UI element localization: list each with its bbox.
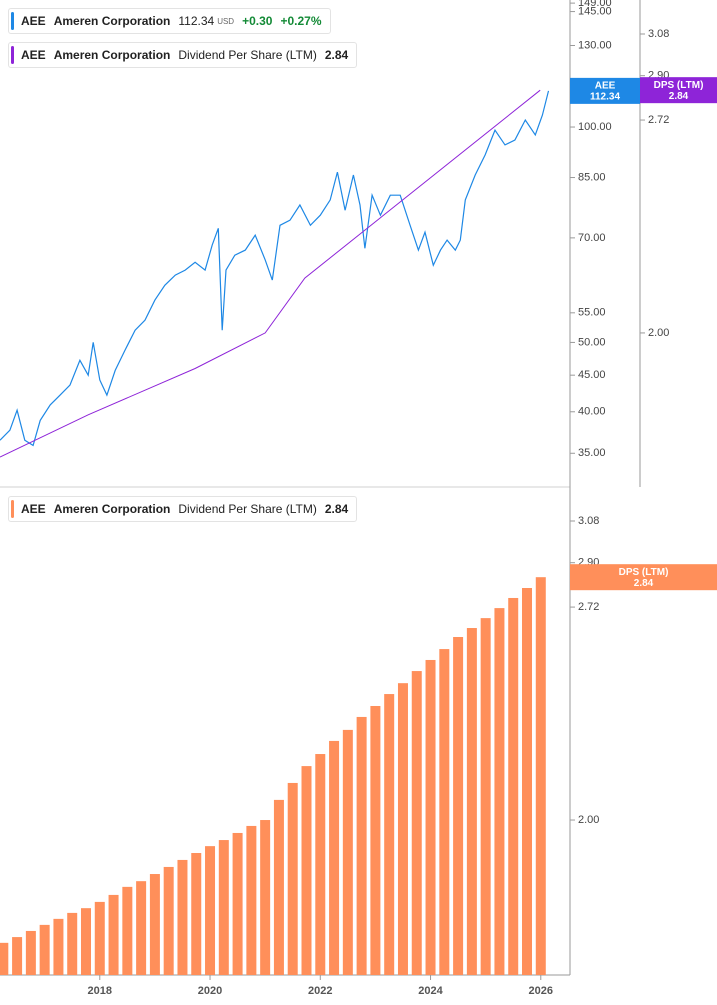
y-tick-label: 40.00 <box>578 406 606 418</box>
legend-change-pct: +0.27% <box>280 14 322 28</box>
bar <box>218 840 229 975</box>
bar <box>0 942 9 975</box>
bar <box>163 866 174 975</box>
x-tick-label: 2020 <box>198 985 222 997</box>
bar <box>315 754 326 975</box>
y-tick-label: 50.00 <box>578 336 606 348</box>
legend-name: Dividend Per Share (LTM) <box>178 48 317 62</box>
x-tick-label: 2018 <box>88 985 112 997</box>
y-tick-label: 145.00 <box>578 5 612 17</box>
bar <box>122 886 133 975</box>
legend-change: +0.30 <box>242 14 273 28</box>
y-tick-label: 85.00 <box>578 171 606 183</box>
y-tick-label: 55.00 <box>578 307 606 319</box>
legend-name: Dividend Per Share (LTM) <box>178 502 317 516</box>
y-tick-label: 45.00 <box>578 369 606 381</box>
bar <box>480 618 491 975</box>
bar <box>149 874 160 975</box>
y-tick-label: 70.00 <box>578 232 606 244</box>
bar <box>53 918 64 975</box>
y-tick-label: 149.00 <box>578 0 612 9</box>
legend: AEE Ameren Corporation 112.34 USD +0.30 +0.27… <box>8 8 331 34</box>
badge-value: 112.34 <box>590 92 620 103</box>
bar <box>411 671 422 975</box>
value-badge <box>570 77 640 104</box>
y-tick-label: 130.00 <box>578 39 612 51</box>
badge-label: DPS (LTM) <box>619 567 669 578</box>
bar <box>12 937 23 975</box>
legend-value: 112.34 <box>178 14 215 28</box>
badge-label: DPS (LTM) <box>654 80 704 91</box>
legend-swatch <box>11 500 14 518</box>
y-tick-label: 3.08 <box>648 28 669 40</box>
bar <box>25 930 36 975</box>
legend: AEE Ameren Corporation Dividend Per Share … <box>8 496 358 522</box>
bar <box>177 859 188 975</box>
bar <box>356 716 367 975</box>
bar <box>370 705 381 975</box>
legend-company: Ameren Corporation <box>53 502 171 516</box>
bar <box>246 825 257 975</box>
y-tick-label: 2.00 <box>578 814 599 826</box>
legend-ticker: AEE <box>21 502 46 516</box>
value-badge <box>570 564 717 591</box>
bar <box>136 881 147 975</box>
data-line <box>0 90 550 447</box>
bar <box>67 912 78 975</box>
legend-name: Ameren Corporation <box>53 14 171 28</box>
bar <box>287 782 298 975</box>
badge-value: 2.84 <box>634 578 654 589</box>
y-tick-label: 100.00 <box>578 121 612 133</box>
bar <box>205 846 216 975</box>
y-tick-label: 2.72 <box>648 114 669 126</box>
data-line <box>0 89 541 458</box>
legend-value: 2.84 <box>324 48 349 62</box>
legend-ticker: AEE <box>21 14 46 28</box>
bar <box>522 587 533 975</box>
bar <box>494 608 505 975</box>
bar <box>384 694 395 975</box>
bar <box>397 683 408 975</box>
x-tick-label: 2024 <box>418 985 443 997</box>
bar <box>453 637 464 975</box>
bar <box>301 766 312 975</box>
bar <box>439 649 450 975</box>
y-tick-label: 2.00 <box>648 327 669 339</box>
bar <box>191 853 202 975</box>
x-tick-label: 2026 <box>529 985 553 997</box>
y-tick-label: 35.00 <box>578 447 606 459</box>
legend-company: Ameren Corporation <box>53 48 171 62</box>
bar <box>80 908 91 975</box>
legend-swatch <box>11 12 14 30</box>
bar <box>329 740 340 975</box>
bar <box>342 729 353 975</box>
bar <box>108 894 119 975</box>
bar <box>535 577 546 975</box>
value-badge <box>640 77 717 104</box>
bar <box>232 832 243 975</box>
bar <box>39 924 50 975</box>
y-tick-label: 3.08 <box>578 515 599 527</box>
bar <box>425 659 436 975</box>
legend-value: 2.84 <box>324 502 349 516</box>
bar <box>260 820 271 975</box>
bar <box>94 901 105 975</box>
bar <box>508 597 519 975</box>
legend-ticker: AEE <box>21 48 46 62</box>
bar <box>273 799 284 975</box>
x-tick-label: 2022 <box>308 985 332 997</box>
legend-swatch <box>11 46 14 64</box>
badge-label: AEE <box>595 81 616 92</box>
bar <box>466 628 477 975</box>
y-tick-label: 2.72 <box>578 601 599 613</box>
legend: AEE Ameren Corporation Dividend Per Share … <box>8 42 358 68</box>
badge-value: 2.84 <box>669 91 689 102</box>
legend-currency: USD <box>217 16 235 26</box>
